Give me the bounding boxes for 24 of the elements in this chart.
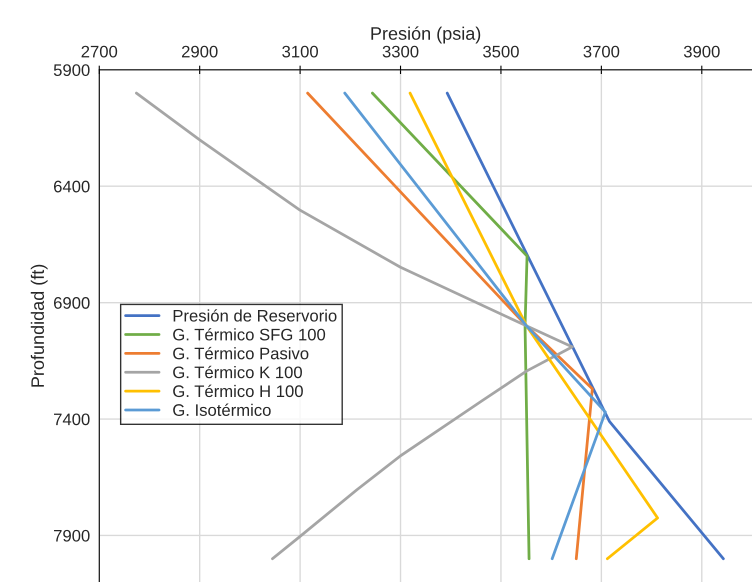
x-tick-label: 3100	[282, 46, 318, 58]
y-tick-label: 6900	[54, 297, 90, 309]
x-axis-title: Presión (psia)	[371, 26, 480, 44]
legend-label: Presión de Reservorio	[174, 309, 337, 322]
y-tick-label: 6400	[54, 180, 90, 192]
legend-label: G. Térmico SFG 100	[173, 328, 326, 340]
legend-label: G. Térmico Pasivo	[173, 346, 308, 360]
y-tick-label: 5900	[54, 64, 90, 76]
x-tick-label: 3900	[684, 46, 720, 58]
line-series	[371, 92, 530, 560]
x-tick-label: 2900	[182, 46, 218, 58]
legend-label: G. Térmico H 100	[173, 384, 303, 398]
y-tick-label: 7900	[54, 530, 90, 542]
x-tick-label: 3500	[483, 46, 519, 58]
y-axis-title: Profundidad (ft)	[30, 264, 48, 387]
line-series	[135, 92, 574, 560]
line-series	[343, 92, 607, 560]
legend-label: G. Isotérmico	[173, 404, 271, 416]
legend-label: G. Térmico K 100	[173, 366, 302, 378]
y-tick-label: 7400	[54, 413, 90, 426]
x-tick-label: 3300	[382, 46, 418, 58]
x-tick-label: 3700	[583, 46, 620, 58]
x-tick-label: 2700	[82, 46, 118, 58]
line-series	[408, 92, 659, 560]
